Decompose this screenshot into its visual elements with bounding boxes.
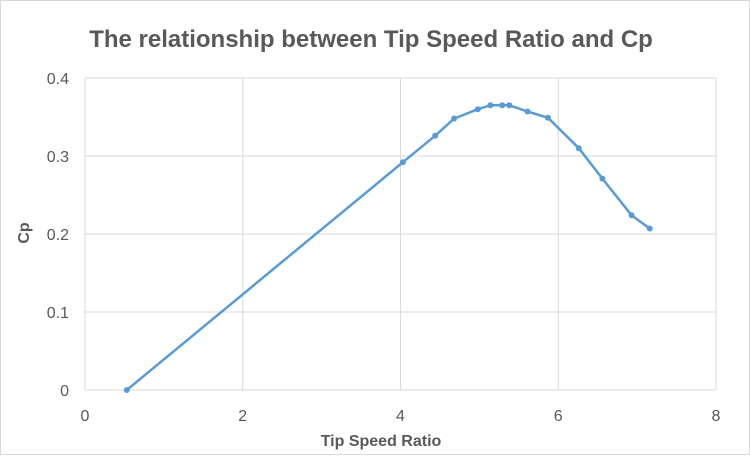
x-tick-label: 6	[554, 408, 563, 425]
chart-title: The relationship between Tip Speed Ratio…	[89, 26, 653, 53]
data-point	[474, 106, 481, 113]
data-point	[399, 159, 406, 166]
y-tick-label: 0.4	[47, 71, 69, 88]
x-tick-label: 2	[238, 408, 247, 425]
series-layer	[123, 102, 653, 393]
series-line	[125, 104, 651, 392]
y-axis-title: Cp	[16, 222, 33, 244]
x-axis-title: Tip Speed Ratio	[321, 433, 442, 450]
data-point	[506, 102, 513, 109]
x-tick-label: 0	[81, 408, 90, 425]
data-point	[599, 175, 606, 182]
data-point	[123, 387, 130, 393]
data-point	[499, 102, 506, 109]
data-point	[646, 225, 653, 232]
data-point	[432, 132, 439, 139]
y-tick-label: 0.2	[47, 227, 69, 244]
data-point	[544, 114, 551, 121]
y-tick-label: 0.3	[47, 149, 69, 166]
data-point	[524, 108, 531, 115]
data-point	[451, 115, 458, 122]
tick-labels: 0 0.1 0.2 0.3 0.4 0 2 4 6 8	[47, 71, 721, 425]
x-tick-label: 4	[396, 408, 405, 425]
y-tick-label: 0	[60, 383, 69, 400]
grid	[84, 77, 717, 391]
x-tick-label: 8	[712, 408, 721, 425]
data-point	[575, 145, 582, 152]
data-point	[487, 102, 494, 109]
y-tick-label: 0.1	[47, 305, 69, 322]
data-point	[628, 212, 635, 219]
